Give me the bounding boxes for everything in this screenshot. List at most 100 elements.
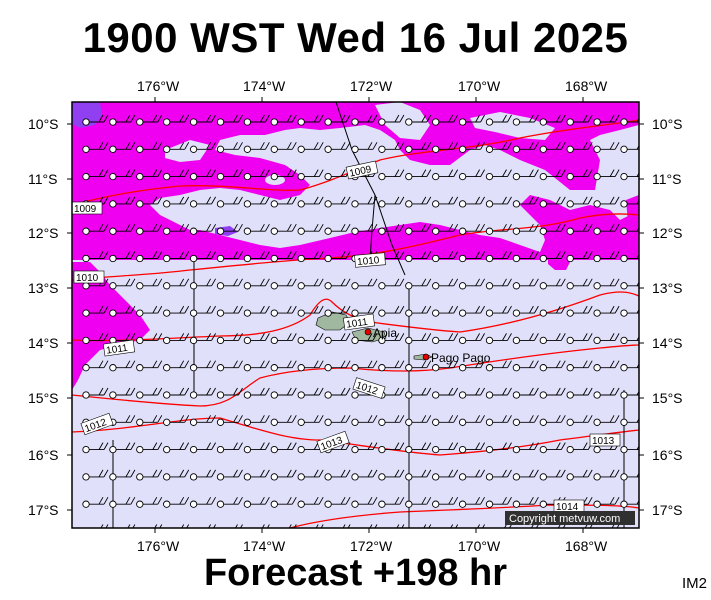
wind-barb-station xyxy=(515,527,518,528)
wind-barb-shaft xyxy=(546,169,566,178)
wind-barb-station xyxy=(189,364,198,372)
wind-barb-shaft xyxy=(465,223,485,232)
wind-barb-station xyxy=(378,418,386,426)
wind-barb-shaft xyxy=(492,469,512,478)
map-frame xyxy=(71,101,640,529)
wind-barb-station xyxy=(270,391,278,399)
wind-barb-shaft xyxy=(384,114,405,123)
place-markers: Apia Pago Pago xyxy=(364,326,491,365)
wind-barb-shaft xyxy=(142,387,163,396)
wind-barb-station xyxy=(405,282,413,290)
wind-barb-station xyxy=(566,172,574,181)
wind-barb-shaft xyxy=(208,524,216,528)
wind-barb-station xyxy=(109,118,117,126)
wind-barb-shaft xyxy=(331,387,351,396)
wind-barb-shaft xyxy=(196,387,216,396)
wind-barb-station xyxy=(82,309,90,317)
wind-barb-shaft xyxy=(546,114,566,123)
wind-barb-station xyxy=(620,500,628,508)
wind-barb-station xyxy=(512,145,521,153)
wind-barb-shaft xyxy=(142,360,163,369)
wind-barb-station xyxy=(512,391,521,399)
wind-barb-shaft xyxy=(250,251,270,259)
lat-label-right: 16°S xyxy=(652,447,683,463)
wind-barb-station xyxy=(324,418,332,426)
copyright-text: Copyright metvuw.com xyxy=(509,513,620,525)
wind-barb-station xyxy=(297,200,305,208)
wind-barb-station xyxy=(566,473,574,481)
wind-barb-shaft xyxy=(196,305,216,314)
wind-barb-shaft xyxy=(331,278,351,287)
wind-barb-station xyxy=(109,445,117,454)
wind-barb-station xyxy=(324,500,332,508)
wind-barb-shaft xyxy=(546,415,566,423)
wind-barb-station xyxy=(407,527,410,528)
wind-barb-station xyxy=(485,500,494,508)
wind-barb-shaft xyxy=(250,469,270,478)
wind-barb-shaft xyxy=(465,114,485,123)
wind-barb-station xyxy=(270,336,278,345)
wind-barb-shaft xyxy=(250,387,270,396)
lat-label-right: 13°S xyxy=(652,280,683,296)
wind-barb-station xyxy=(512,473,521,481)
wind-barb-shaft xyxy=(223,142,243,150)
wind-barb-shaft xyxy=(358,142,378,150)
wind-barb-station xyxy=(270,445,278,454)
wind-barb-shaft xyxy=(546,196,566,205)
wind-barb-station xyxy=(378,200,386,208)
wind-barb-station xyxy=(300,527,303,528)
wind-barb-shaft xyxy=(196,278,216,287)
wind-barb-shaft xyxy=(277,305,297,314)
wind-barb-station xyxy=(351,391,359,399)
wind-barb-station xyxy=(405,418,413,426)
wind-barb-station xyxy=(458,309,467,317)
wind-barb-station xyxy=(432,227,440,235)
wind-barb-shaft xyxy=(546,142,566,150)
wind-barb-station xyxy=(432,254,440,263)
wind-barb-shaft xyxy=(169,251,190,259)
wind-barb-shaft xyxy=(627,226,639,232)
wind-barb-station xyxy=(405,336,413,345)
wind-barb-station xyxy=(192,527,195,528)
wind-barb-shaft xyxy=(304,333,324,341)
wind-barb-station xyxy=(297,364,305,372)
wind-barb-station xyxy=(432,145,440,153)
wind-barb-station xyxy=(136,200,144,208)
wind-barb-station xyxy=(297,336,305,345)
wind-barb-shaft xyxy=(250,142,270,150)
wind-barb-station xyxy=(216,282,225,290)
wind-barb-station xyxy=(216,118,225,126)
lat-label-left: 15°S xyxy=(28,390,59,406)
wind-barb-station xyxy=(620,391,628,399)
wind-barb-shaft xyxy=(261,524,270,528)
wind-barb-shaft xyxy=(600,278,620,287)
lat-label-right: 12°S xyxy=(652,225,683,241)
wind-barb-station xyxy=(351,145,359,153)
wind-barb-station xyxy=(458,282,467,290)
wind-barb-shaft xyxy=(142,333,163,341)
wind-barb-station xyxy=(243,364,252,372)
wind-barb-shaft xyxy=(492,114,512,123)
wind-barb-station xyxy=(324,227,332,235)
wind-barb-shaft xyxy=(411,142,432,150)
wind-barb-station xyxy=(512,309,521,317)
wind-barb-shaft xyxy=(115,387,136,396)
wind-barb-station xyxy=(297,172,305,181)
wind-barb-station xyxy=(189,282,198,290)
wind-barb-shaft xyxy=(573,333,593,341)
wind-barb-shaft xyxy=(411,114,432,123)
wind-barb-shaft xyxy=(573,278,593,287)
wind-barb-shaft xyxy=(600,415,620,423)
wind-barb-station xyxy=(378,172,386,181)
wind-barb-station xyxy=(351,500,359,508)
wind-barb-station xyxy=(297,254,305,263)
wind-barb-station xyxy=(109,391,117,399)
wind-barb-station xyxy=(432,391,440,399)
wind-barb-station xyxy=(109,200,117,208)
wind-barb-station xyxy=(566,227,574,235)
lon-label-top: 176°W xyxy=(137,78,180,94)
lon-label-bottom: 174°W xyxy=(243,538,286,554)
wind-barb-station xyxy=(432,282,440,290)
wind-barb-station xyxy=(620,172,628,181)
wind-barb-station xyxy=(82,391,90,399)
